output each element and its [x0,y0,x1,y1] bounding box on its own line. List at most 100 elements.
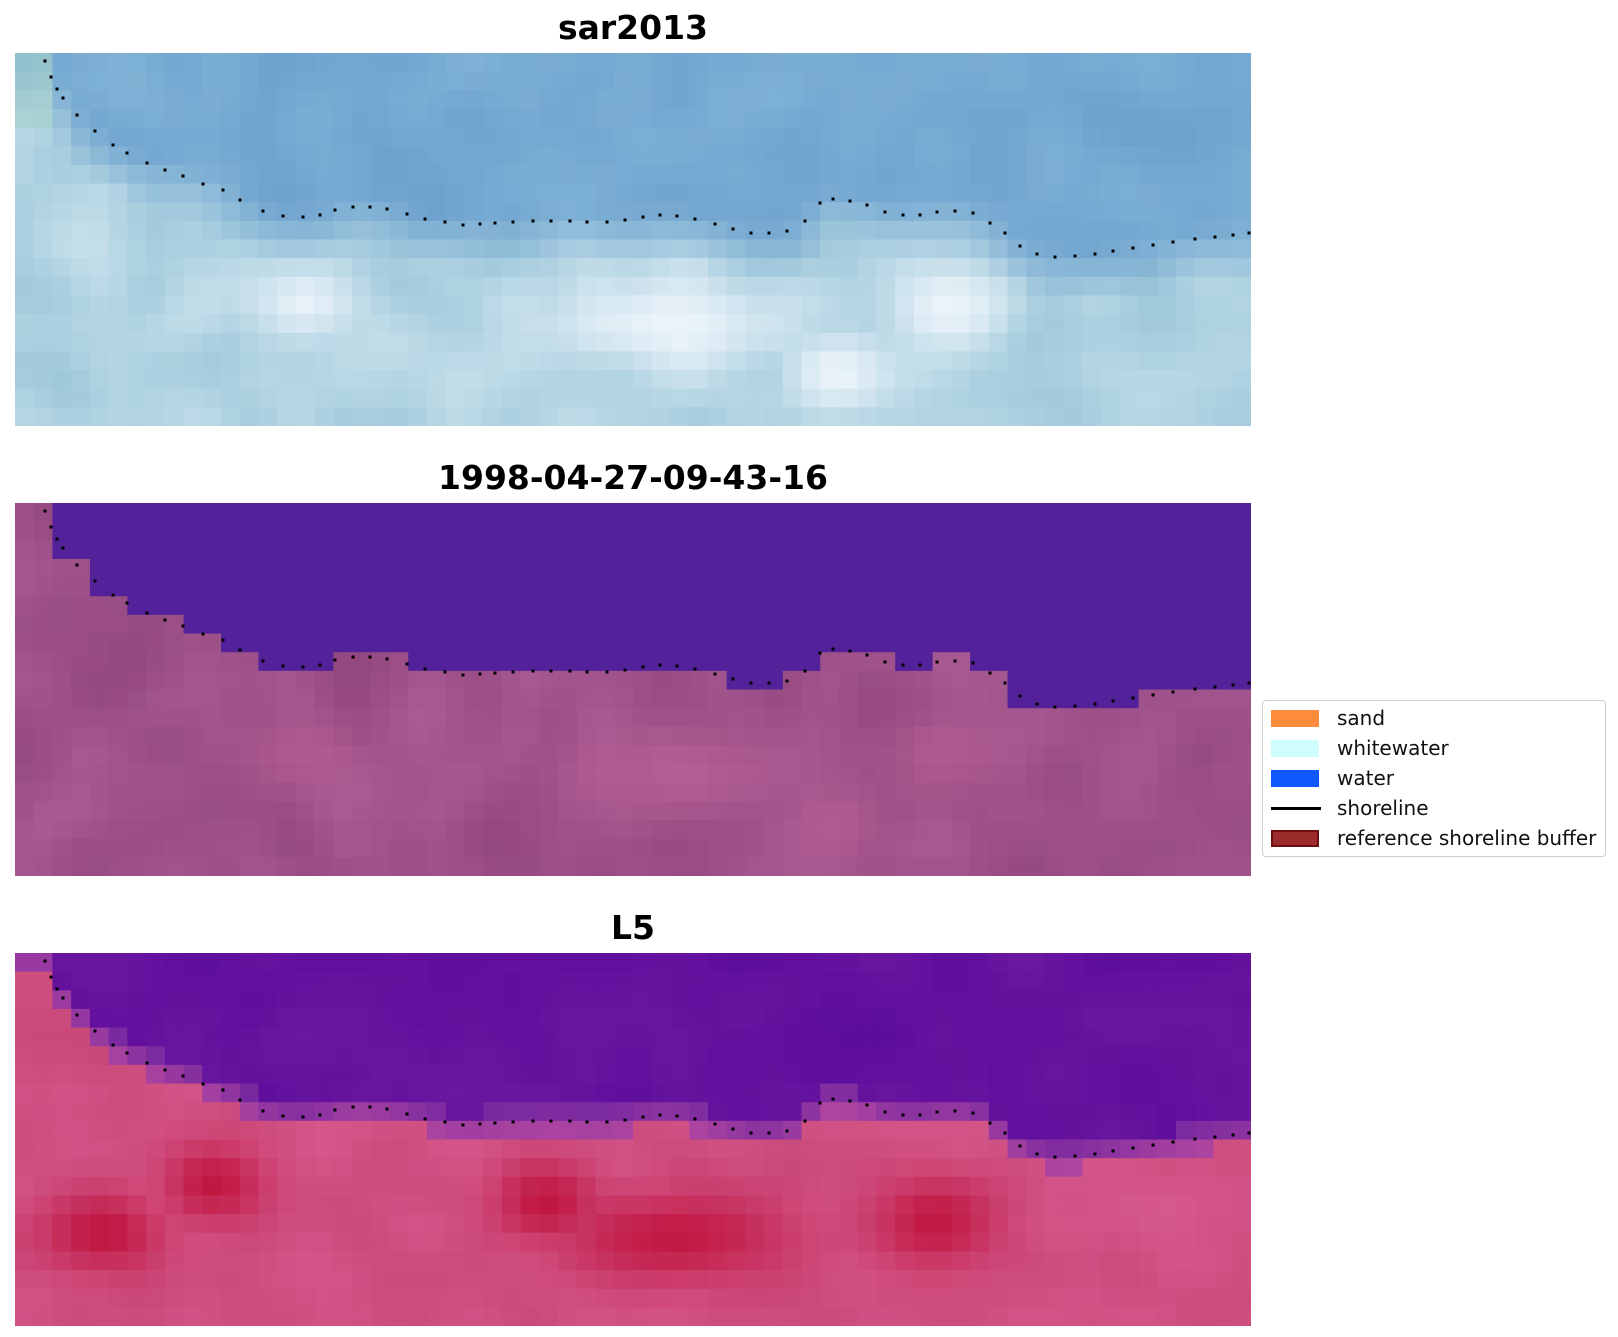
image-pixel [764,1251,784,1271]
image-pixel [277,71,297,91]
image-pixel [932,1270,952,1290]
image-pixel [164,1232,185,1252]
image-pixel [370,558,391,579]
shoreline-point [318,663,322,667]
image-pixel [857,577,878,597]
shoreline-point [1193,1137,1197,1141]
image-pixel [445,1120,466,1141]
image-pixel [445,202,466,222]
image-pixel [895,202,915,222]
image-pixel [108,1008,128,1029]
image-pixel [1045,71,1065,91]
image-pixel [314,164,334,185]
image-pixel [314,370,334,390]
image-pixel [651,1158,672,1178]
image-pixel [1194,633,1215,653]
image-pixel [277,708,297,728]
image-pixel [876,596,896,616]
shoreline-point [493,1121,497,1125]
image-pixel [876,1083,896,1103]
image-pixel [745,990,765,1010]
image-pixel [202,1195,222,1215]
image-pixel [71,220,91,241]
image-pixel [1101,1120,1121,1141]
image-pixel [539,90,559,110]
image-pixel [1063,745,1084,765]
shoreline-point [1247,1131,1251,1135]
image-pixel [745,1027,765,1047]
image-pixel [1007,239,1027,259]
image-pixel [539,1008,559,1029]
image-pixel [183,990,203,1010]
image-pixel [745,146,765,166]
image-pixel [1026,1046,1046,1066]
image-pixel [239,407,260,426]
image-pixel [951,53,971,73]
image-pixel [164,1046,185,1066]
image-pixel [1063,1158,1084,1178]
image-pixel [370,220,391,241]
image-pixel [670,295,690,315]
image-pixel [1213,1307,1233,1326]
image-pixel [108,239,128,259]
image-pixel [1082,239,1102,259]
image-pixel [221,577,241,597]
image-pixel [202,388,222,408]
image-pixel [333,1158,353,1178]
image-pixel [576,596,597,616]
image-pixel [183,558,203,579]
image-pixel [782,1288,803,1308]
image-pixel [221,558,241,579]
image-pixel [258,971,278,991]
image-pixel [183,596,203,616]
image-pixel [670,689,690,709]
image-pixel [183,370,203,390]
image-pixel [876,971,896,991]
image-pixel [239,782,260,802]
image-pixel [52,503,72,523]
image-pixel [633,90,653,110]
image-pixel [258,370,278,390]
image-pixel [1063,670,1084,691]
image-pixel [164,764,185,784]
image-pixel [164,558,185,579]
image-pixel [221,503,241,523]
image-pixel [520,1064,540,1085]
image-pixel [932,857,952,876]
image-pixel [1101,670,1121,691]
image-pixel [633,1270,653,1290]
image-pixel [1138,1251,1158,1271]
image-pixel [913,407,934,426]
image-pixel [1213,801,1233,821]
shoreline-point [281,664,285,668]
image-pixel [258,577,278,597]
image-pixel [839,726,859,747]
image-pixel [745,239,765,259]
image-pixel [1232,521,1251,541]
image-pixel [1045,990,1065,1010]
shoreline-point [1018,244,1022,248]
image-pixel [801,388,821,408]
image-pixel [15,314,35,334]
image-pixel [202,1232,222,1252]
image-pixel [221,1214,241,1234]
image-pixel [1213,239,1233,259]
image-pixel [801,521,821,541]
image-pixel [839,314,859,334]
image-pixel [913,164,934,185]
image-pixel [1101,953,1121,973]
image-pixel [221,745,241,765]
image-pixel [89,633,110,653]
image-pixel [1082,801,1102,821]
image-pixel [370,521,391,541]
image-pixel [15,146,35,166]
image-pixel [670,164,690,185]
image-pixel [876,521,896,541]
image-pixel [127,1307,147,1326]
image-pixel [1101,1027,1121,1047]
image-pixel [1232,108,1251,129]
image-pixel [670,670,690,691]
image-pixel [1194,407,1215,426]
shoreline-point [848,649,852,653]
image-pixel [389,857,409,876]
